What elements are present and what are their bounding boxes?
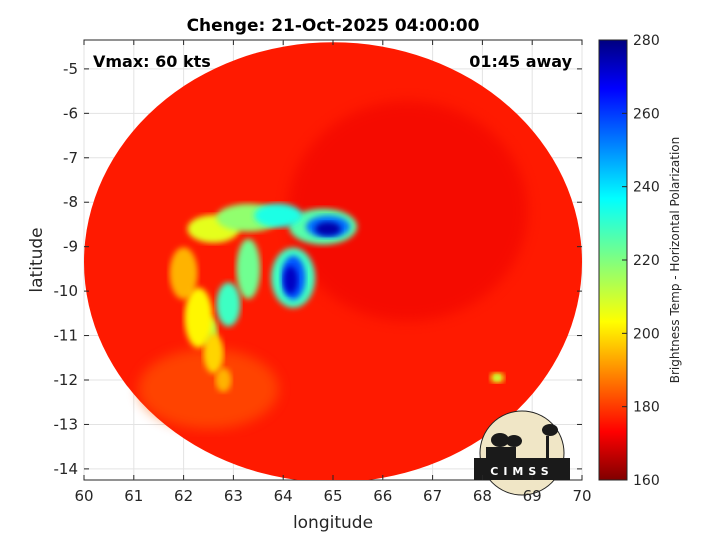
x-axis-ticks: 60 61 62 63 64 65 66 67 68 69 70 — [74, 40, 592, 505]
y-tick-label: -9 — [63, 238, 78, 256]
x-tick-label: 65 — [323, 487, 342, 505]
heatmap-feature-isolated-cell — [490, 372, 505, 383]
heatmap-cell — [283, 266, 298, 294]
colorbar-tick-label: 160 — [633, 473, 660, 489]
heatmap-feature-spiral-band — [187, 203, 303, 346]
colorbar-tick-label: 220 — [633, 253, 660, 269]
x-axis-title: longitude — [293, 513, 373, 533]
x-tick-label: 70 — [572, 487, 591, 505]
heatmap-cell — [494, 374, 501, 381]
heatmap-feature-core-south — [271, 247, 316, 308]
colorbar-tick-label: 240 — [633, 180, 660, 196]
y-tick-label: -14 — [54, 460, 79, 478]
x-tick-label: 61 — [124, 487, 143, 505]
x-tick-label: 67 — [423, 487, 442, 505]
heatmap-cell — [254, 203, 303, 228]
colorbar-tick-label: 200 — [633, 326, 660, 342]
colorbar-title: Brightness Temp - Horizontal Polarizatio… — [668, 137, 682, 384]
heatmap-cell — [215, 368, 232, 392]
x-tick-label: 68 — [473, 487, 492, 505]
x-tick-label: 63 — [224, 487, 243, 505]
x-tick-label: 69 — [523, 487, 542, 505]
x-tick-label: 62 — [174, 487, 193, 505]
heatmap — [84, 42, 582, 480]
y-axis-ticks: -5 -6 -7 -8 -9 -10 -11 -12 -13 -14 — [54, 60, 582, 478]
heatmap-cell — [184, 287, 213, 348]
cimss-logo: CIMSS — [474, 410, 570, 496]
y-tick-label: -6 — [63, 104, 78, 122]
disk-cold-region — [287, 101, 528, 322]
colorbar-tick-label: 180 — [633, 400, 660, 416]
heatmap-cell — [203, 333, 224, 374]
heatmap-cell — [169, 247, 198, 300]
colorbar-ticks: 280 260 240 220 200 180 160 — [622, 33, 660, 489]
x-tick-label: 64 — [274, 487, 293, 505]
heatmap-feature-outer-band — [169, 247, 232, 392]
chart-title: Chenge: 21-Oct-2025 04:00:00 — [187, 16, 480, 36]
vmax-annotation: Vmax: 60 kts — [93, 52, 211, 71]
heatmap-feature-core-north — [289, 208, 358, 245]
heatmap-cell — [236, 238, 261, 299]
logo-text: CIMSS — [490, 465, 553, 478]
y-tick-label: -11 — [54, 327, 79, 345]
y-tick-label: -12 — [54, 371, 79, 389]
x-tick-label: 66 — [373, 487, 392, 505]
colorbar-tick-label: 280 — [633, 33, 660, 49]
y-tick-label: -8 — [63, 193, 78, 211]
y-tick-label: -5 — [63, 60, 78, 78]
y-axis-title: latitude — [27, 227, 47, 292]
heatmap-cell — [216, 282, 241, 327]
heatmap-cell — [315, 221, 342, 236]
y-tick-label: -13 — [54, 415, 79, 433]
x-tick-label: 60 — [74, 487, 93, 505]
distance-annotation: 01:45 away — [469, 52, 572, 71]
y-tick-label: -7 — [63, 149, 78, 167]
colorbar-tick-label: 260 — [633, 106, 660, 122]
y-tick-label: -10 — [54, 282, 79, 300]
disk-warm-region — [138, 348, 279, 429]
